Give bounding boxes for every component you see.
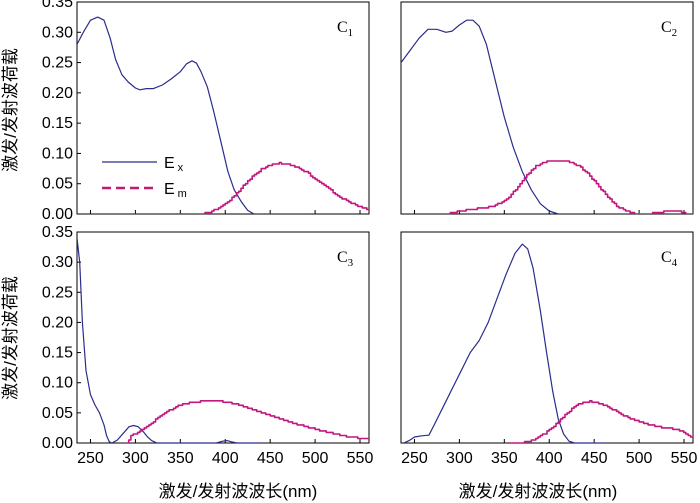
series-line-ex [403,243,604,443]
y-tick-label: 0.00 [42,435,73,452]
x-tick-label: 350 [167,450,194,467]
x-tick-label: 500 [302,450,329,467]
series-line-ex [77,16,307,214]
y-tick-label: 0.25 [42,55,73,72]
x-tick-label: 250 [77,450,104,467]
x-tick-label: 300 [122,450,149,467]
plot-frame [400,231,694,444]
y-axis-title-bottom: 激发/发射波荷载 [1,276,20,400]
y-tick-label: 0.20 [42,314,73,331]
plot-frame [76,231,370,444]
panel-label: C3 [337,249,354,269]
x-axis-title-left: 激发/发射波波长(nm) [159,482,318,501]
y-tick-label: 0.10 [42,145,73,162]
x-tick-label: 450 [581,450,608,467]
y-axis-title-top: 激发/发射波荷载 [1,48,20,172]
panel-label: C4 [661,249,678,269]
panel-label: C2 [661,19,677,39]
series-line-ex [401,19,586,214]
y-tick-label: 0.35 [42,224,73,241]
x-tick-label: 400 [536,450,563,467]
series-line-em [126,400,369,443]
y-tick-label: 0.00 [42,206,73,223]
x-tick-label: 300 [446,450,473,467]
y-tick-label: 0.30 [42,254,73,271]
x-tick-label: 450 [257,450,284,467]
plot-frame [76,1,370,215]
y-tick-label: 0.05 [42,405,73,422]
series-line-em [508,400,693,443]
y-tick-label: 0.20 [42,85,73,102]
x-tick-label: 250 [401,450,428,467]
series-line-ex [77,237,262,443]
chart-panel-4: 250 300 350 400 450 500 550 C4 [400,231,698,467]
y-tick-label: 0.10 [42,375,73,392]
x-tick-label: 350 [491,450,518,467]
y-tick-label: 0.30 [42,24,73,41]
y-tick-label: 0.05 [42,176,73,193]
series-line-em [135,161,369,214]
plot-frame [400,1,694,215]
series-line-em [441,160,693,214]
x-tick-label: 550 [671,450,698,467]
x-axis-title-right: 激发/发射波波长(nm) [459,482,618,501]
panels-group: 0.00 0.05 0.10 0.15 0.20 0.25 0.30 0.35 C1 E x E m C2… [42,0,698,467]
y-tick-label: 0.35 [42,0,73,11]
x-tick-label: 400 [212,450,239,467]
x-tick-label: 500 [626,450,653,467]
chart-panel-2: C2 [400,1,694,215]
chart-panel-1: 0.00 0.05 0.10 0.15 0.20 0.25 0.30 0.35 C1 E x E m [42,0,370,223]
y-tick-label: 0.15 [42,345,73,362]
y-tick-label: 0.15 [42,115,73,132]
chart-panel-3: 250 300 350 400 450 500 550 0.00 0.05 0.10 0.15 0.2… [42,224,374,467]
y-tick-label: 0.25 [42,284,73,301]
x-tick-label: 550 [347,450,374,467]
panel-label: C1 [337,19,353,39]
